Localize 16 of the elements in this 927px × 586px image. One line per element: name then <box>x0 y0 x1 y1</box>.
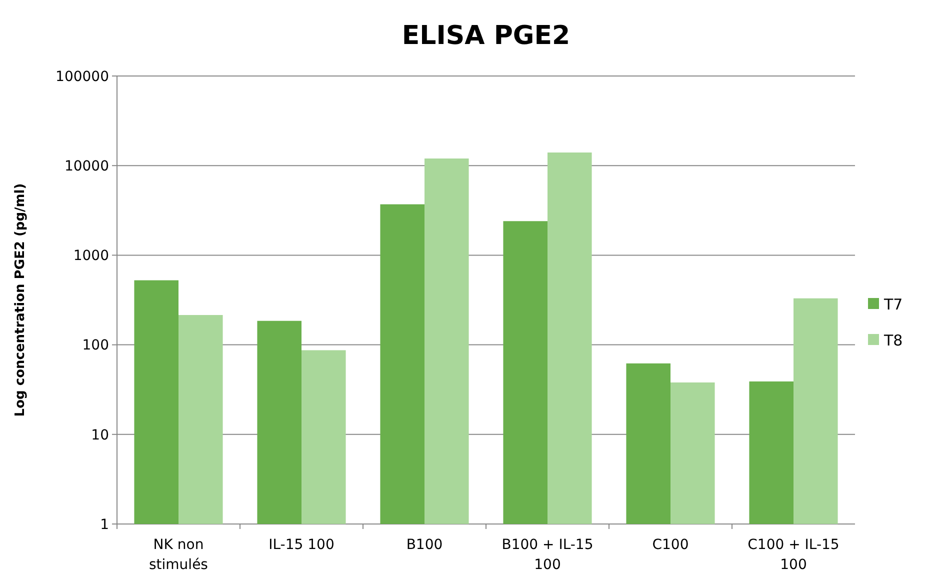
y-tick-label: 10000 <box>64 158 109 174</box>
chart-title: ELISA PGE2 <box>402 21 570 51</box>
y-axis-title: Log concentration PGE2 (pg/ml) <box>13 183 28 417</box>
y-tick-label: 1000 <box>73 248 109 264</box>
y-tick-label: 1 <box>100 516 109 533</box>
legend-label: T8 <box>883 331 903 350</box>
y-tick-label: 10 <box>91 427 109 444</box>
x-tick-label: NK non stimulés <box>149 537 208 573</box>
y-tick-label: 100000 <box>56 68 109 85</box>
y-tick-label: 100 <box>82 338 109 354</box>
x-tick-label: B100 + IL-15 100 <box>502 537 594 573</box>
x-tick-label: B100 <box>406 537 443 553</box>
x-tick-label: C100 <box>652 537 689 553</box>
legend-label: T7 <box>883 295 903 314</box>
x-tick-label: C100 + IL-15 100 <box>748 537 840 573</box>
x-tick-label: IL-15 100 <box>268 537 334 553</box>
